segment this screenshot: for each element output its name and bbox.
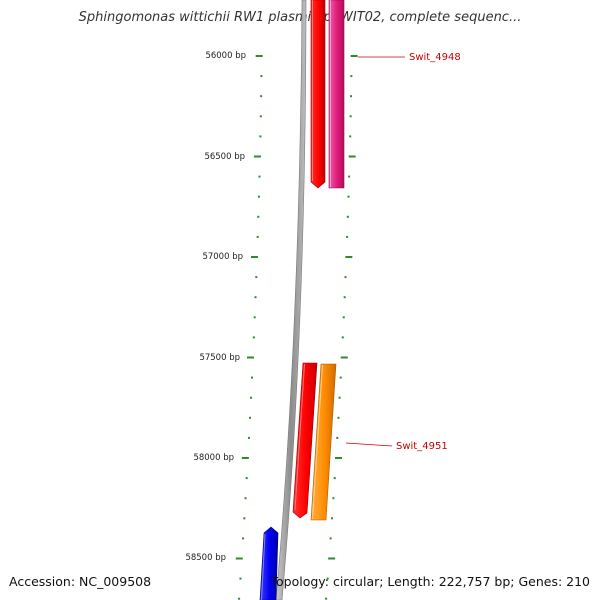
gene-label-swit-4948[interactable]: Swit_4948 (358, 52, 461, 63)
gene-label-text: Swit_4951 (396, 441, 448, 452)
map-title: Sphingomonas wittichii RW1 plasmid pSWIT… (78, 10, 522, 25)
callout-line (345, 442, 393, 447)
ruler-ticks-right (325, 55, 358, 600)
topology-summary: Topology: circular; Length: 222,757 bp; … (270, 574, 591, 589)
gene-swit-4948[interactable] (328, 0, 345, 189)
plasmid-backbone (275, 0, 307, 600)
gene-label-text: Swit_4948 (409, 52, 461, 63)
accession-label: Accession: NC_009508 (9, 574, 152, 589)
ruler-ticks-left (235, 55, 263, 600)
ruler-label: 58000 bp (193, 453, 234, 463)
ruler-label: 56500 bp (204, 152, 245, 162)
ruler-label: 57000 bp (202, 252, 243, 262)
ruler-label: 58500 bp (185, 553, 226, 563)
gene-red-top[interactable] (310, 0, 326, 189)
ruler-labels: 56000 bp 56500 bp 57000 bp 57500 bp 5800… (185, 51, 246, 563)
gene-red-middle[interactable] (292, 362, 318, 519)
gene-label-swit-4951[interactable]: Swit_4951 (345, 441, 448, 452)
ruler-label: 57500 bp (199, 353, 240, 363)
ruler-label: 56000 bp (205, 51, 246, 61)
gene-swit-4951[interactable] (310, 363, 337, 521)
gene-blue-bottom[interactable] (259, 526, 279, 600)
